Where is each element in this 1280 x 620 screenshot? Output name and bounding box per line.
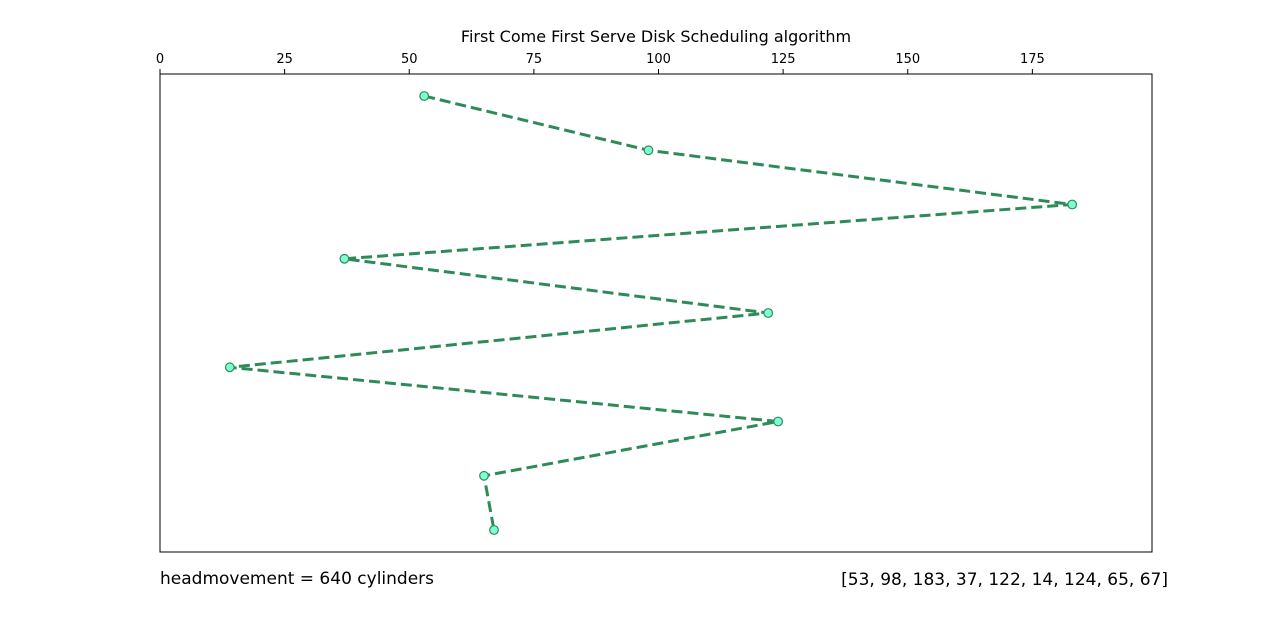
request-sequence-label: [53, 98, 183, 37, 122, 14, 124, 65, 67]: [841, 570, 1168, 590]
data-point: [1067, 199, 1078, 210]
plot-frame: [159, 73, 1153, 553]
data-point: [643, 145, 654, 156]
data-point: [224, 362, 235, 373]
x-tick-label: 25: [276, 52, 293, 67]
series-line: [228, 94, 1074, 531]
series-markers: [224, 91, 1078, 535]
head-movement-label: headmovement = 640 cylinders: [160, 569, 434, 589]
x-tick-label: 100: [646, 52, 671, 67]
x-tick-label: 50: [401, 52, 418, 67]
chart-title: First Come First Serve Disk Scheduling a…: [461, 27, 851, 46]
x-tick-label: 150: [895, 52, 920, 67]
x-axis: 0 25 50 75 100 125 150 175: [156, 52, 1045, 74]
data-point: [489, 525, 499, 535]
x-tick-label: 175: [1020, 52, 1045, 67]
x-tick-label: 0: [156, 52, 164, 67]
x-tick-label: 75: [526, 52, 543, 67]
x-tick-label: 125: [771, 52, 796, 67]
data-point: [339, 253, 350, 264]
data-point: [419, 91, 430, 101]
data-point: [479, 470, 489, 481]
data-point: [773, 416, 783, 427]
series-path: [228, 94, 1074, 531]
data-point: [763, 308, 774, 318]
